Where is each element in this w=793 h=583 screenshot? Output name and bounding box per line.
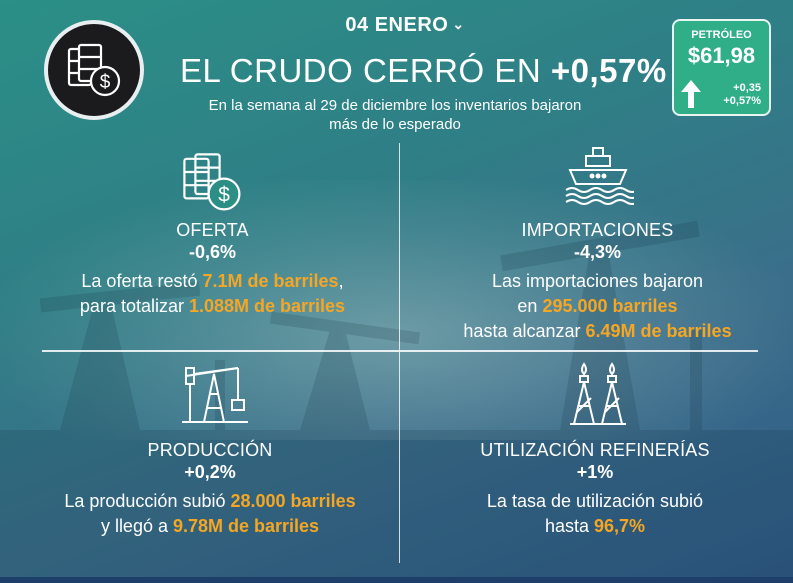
price-value: $61,98 — [687, 43, 756, 68]
svg-text:$: $ — [218, 184, 230, 207]
importaciones-line3-text: hasta alcanzar — [463, 321, 586, 341]
svg-text:$: $ — [100, 72, 111, 93]
produccion-line2-highlight: 9.78M de barriles — [172, 516, 320, 536]
headline-prefix: EL CRUDO CERRÓ EN — [180, 52, 542, 89]
importaciones-line2-highlight: 295.000 barriles — [542, 296, 678, 316]
importaciones-line1: Las importaciones bajaron — [491, 271, 704, 291]
panel-importaciones: IMPORTACIONES -4,3% Las importaciones ba… — [415, 220, 780, 344]
vertical-divider — [399, 143, 400, 563]
produccion-title: PRODUCCIÓN — [147, 440, 273, 460]
produccion-description: La producción subió 28.000 barriles y ll… — [30, 489, 390, 539]
importaciones-line3-highlight: 6.49M de barriles — [585, 321, 732, 341]
price-change-abs: +0,35 — [733, 82, 761, 94]
importaciones-line2-text: en — [517, 296, 543, 316]
oferta-line2-text: para totalizar — [79, 296, 189, 316]
barrels-dollar-icon: $ — [183, 153, 241, 211]
oferta-title: OFERTA — [176, 220, 249, 240]
oferta-pct: -0,6% — [188, 242, 237, 262]
produccion-line2-text: y llegó a — [100, 516, 173, 536]
refinerias-line2-highlight: 96,7% — [594, 516, 646, 536]
intro-line-1: En la semana al 29 de diciembre los inve… — [208, 97, 582, 114]
horizontal-divider — [42, 350, 758, 352]
intro-text: En la semana al 29 de diciembre los inve… — [150, 96, 640, 134]
background-haze — [0, 180, 793, 440]
panel-oferta: OFERTA -0,6% La oferta restó 7.1M de bar… — [40, 220, 385, 319]
headline: EL CRUDO CERRÓ EN +0,57% — [180, 52, 666, 90]
headline-value: +0,57% — [550, 52, 667, 89]
price-change-pct: +0,57% — [723, 95, 761, 107]
produccion-pct: +0,2% — [184, 462, 236, 482]
intro-line-2: más de lo esperado — [329, 116, 461, 133]
price-card: PETRÓLEO $61,98 +0,35 +0,57% — [672, 19, 771, 116]
oferta-line1-highlight: 7.1M de barriles — [202, 271, 339, 291]
oferta-description: La oferta restó 7.1M de barriles, para t… — [40, 269, 385, 319]
panel-produccion: PRODUCCIÓN +0,2% La producción subió 28.… — [30, 440, 390, 539]
price-label: PETRÓLEO — [691, 29, 752, 41]
produccion-line1-highlight: 28.000 barriles — [230, 491, 356, 511]
emblem: $ — [44, 20, 144, 120]
chevron-down-icon: ⌄ — [452, 16, 465, 32]
produccion-line1-text: La producción subió — [64, 491, 231, 511]
refinerias-description: La tasa de utilización subió hasta 96,7% — [430, 489, 760, 539]
importaciones-pct: -4,3% — [573, 242, 622, 262]
date-selector[interactable]: 04 ENERO ⌄ — [330, 14, 480, 37]
panel-refinerias: UTILIZACIÓN REFINERÍAS +1% La tasa de ut… — [430, 440, 760, 539]
oferta-line2-highlight: 1.088M de barriles — [188, 296, 346, 316]
refinerias-line1: La tasa de utilización subió — [486, 491, 704, 511]
oferta-line1-suffix: , — [338, 271, 344, 291]
refinerias-pct: +1% — [576, 462, 614, 482]
date-label: 04 ENERO — [345, 14, 449, 36]
refinerias-title: UTILIZACIÓN REFINERÍAS — [480, 440, 710, 460]
pumpjack-icon — [182, 367, 248, 423]
tanker-ship-icon — [565, 147, 634, 205]
oferta-line1-text: La oferta restó — [81, 271, 203, 291]
bottom-strip — [0, 577, 793, 583]
barrels-dollar-icon: $ — [67, 43, 121, 97]
price-change: +0,35 +0,57% — [723, 82, 761, 108]
refinery-towers-icon — [570, 362, 626, 425]
importaciones-title: IMPORTACIONES — [521, 220, 674, 240]
importaciones-description: Las importaciones bajaron en 295.000 bar… — [415, 269, 780, 344]
refinerias-line2-text: hasta — [544, 516, 594, 536]
arrow-up-icon — [681, 80, 701, 108]
